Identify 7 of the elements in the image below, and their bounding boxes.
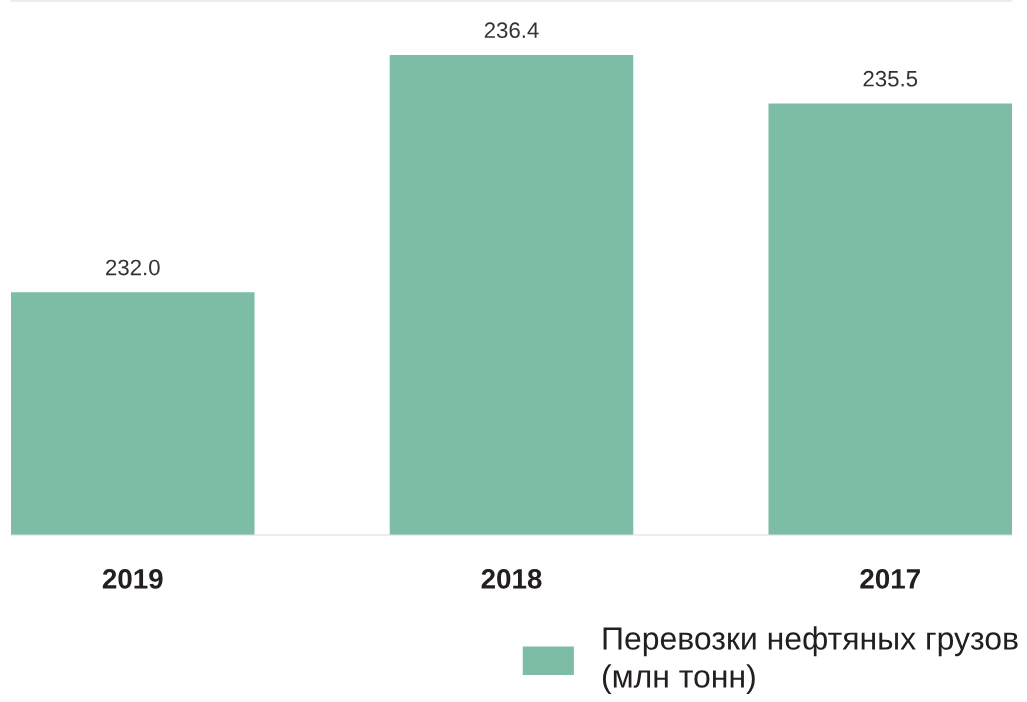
x-tick-label: 2017 bbox=[860, 569, 920, 589]
x-tick-label: 2019 bbox=[102, 569, 163, 589]
x-tick-label: 2018 bbox=[481, 569, 542, 589]
data-label: 236.4 bbox=[484, 22, 539, 39]
data-label: 235.5 bbox=[863, 70, 918, 87]
legend-label: Перевозки нефтяных грузов (млн тонн) bbox=[603, 626, 1018, 694]
data-label: 232.0 bbox=[106, 259, 160, 276]
